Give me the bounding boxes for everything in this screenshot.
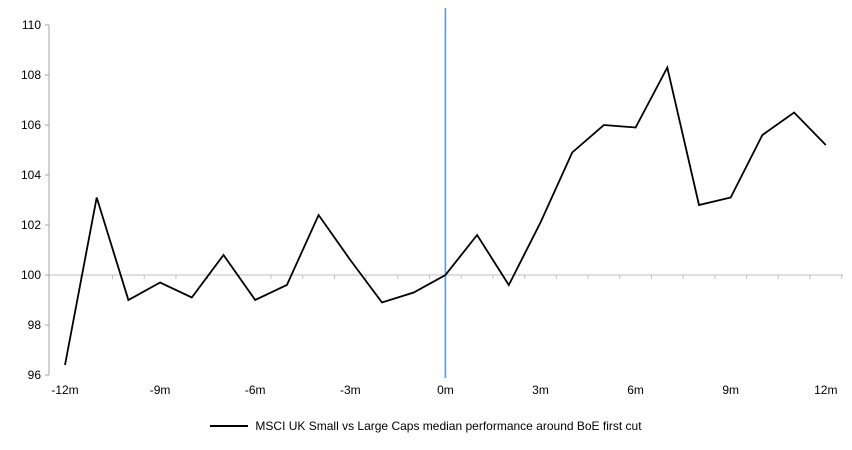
series-line (64, 64, 827, 366)
y-tick-label: 104 (21, 168, 41, 182)
chart-legend: MSCI UK Small vs Large Caps median perfo… (0, 416, 852, 436)
y-tick-label: 102 (21, 218, 41, 232)
y-tick-label: 100 (21, 268, 41, 282)
x-tick-label: 12m (814, 383, 837, 397)
x-tick-label: 0m (437, 383, 454, 397)
legend-line-swatch (210, 425, 249, 427)
y-tick-label: 106 (21, 118, 41, 132)
y-tick-label: 96 (28, 368, 42, 382)
line-chart: 96 98 100 102 104 106 108 110 -12m -9m -6m -3m 0m 3m 6… (21, 8, 843, 397)
x-tick-label: 9m (722, 383, 739, 397)
x-tick-label: 6m (627, 383, 644, 397)
x-tick-label: -9m (150, 383, 171, 397)
y-tick-label: 110 (22, 18, 41, 32)
y-tick-label: 98 (28, 318, 42, 332)
x-tick-label: -12m (51, 383, 78, 397)
x-tick-label: 3m (532, 383, 549, 397)
y-tick-label: 108 (21, 68, 41, 82)
x-tick-label: -3m (340, 383, 361, 397)
x-tick-label: -6m (245, 383, 266, 397)
legend-label: MSCI UK Small vs Large Caps median perfo… (255, 419, 642, 433)
